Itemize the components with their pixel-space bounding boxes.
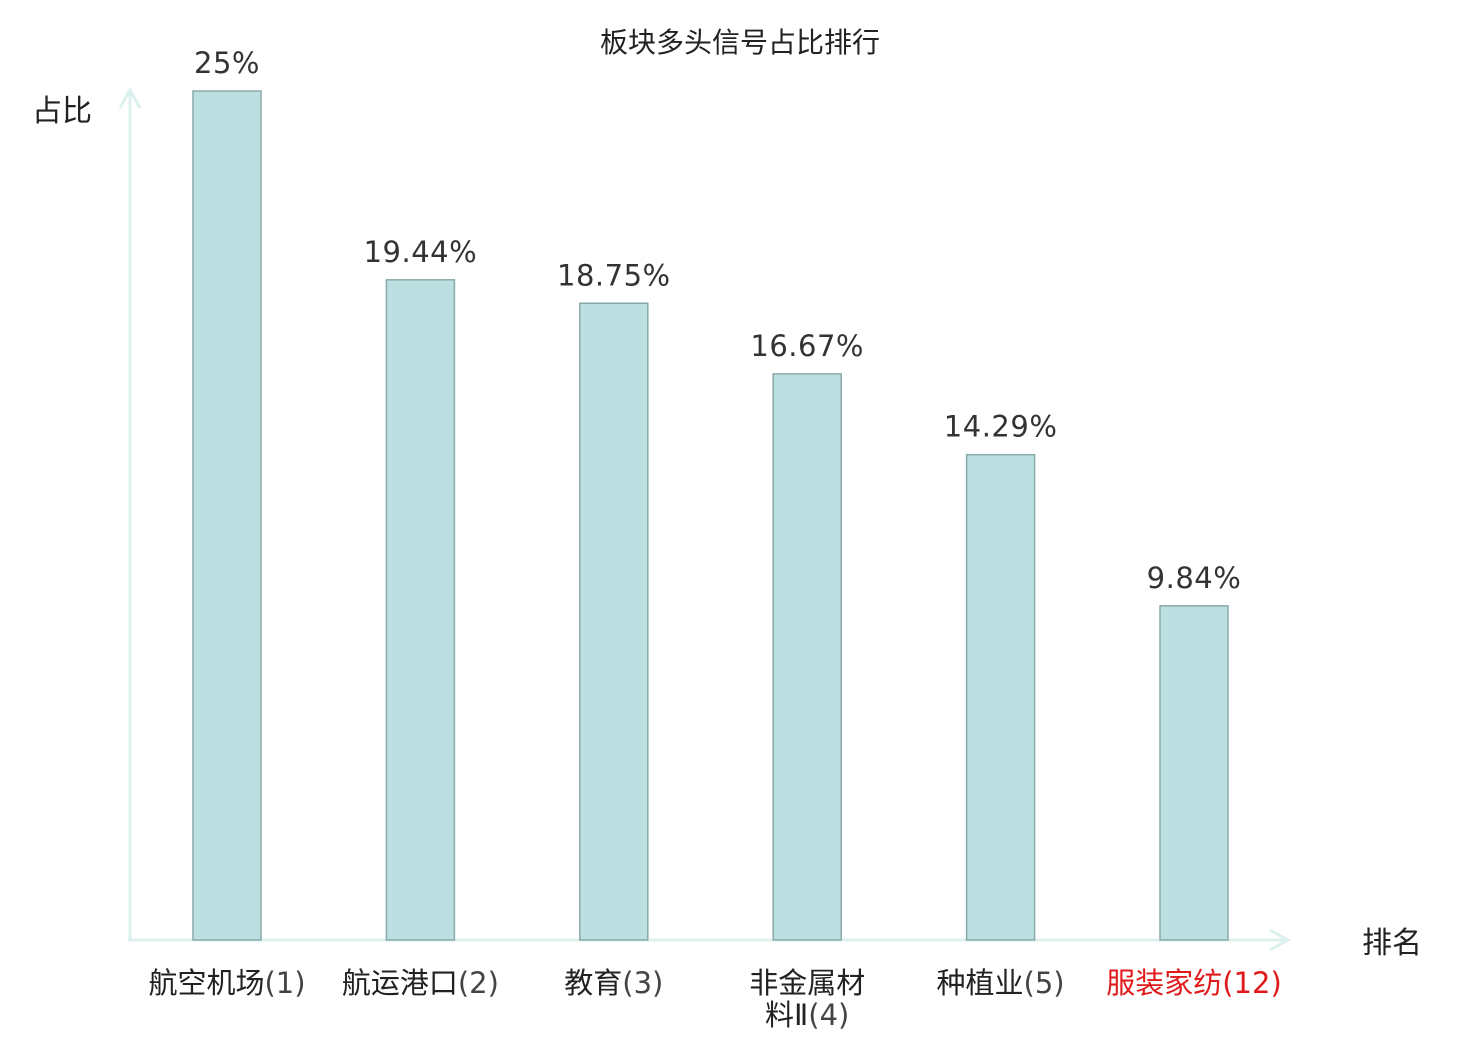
value-label-3: 18.75%	[557, 258, 671, 292]
bar-1	[192, 90, 262, 941]
value-label-5: 14.29%	[944, 410, 1058, 444]
bar-3	[579, 302, 649, 941]
category-label-2: 航运港口(2)	[342, 966, 499, 1000]
category-label-4-line2: 料Ⅱ(4)	[765, 998, 849, 1032]
bar-6	[1159, 605, 1229, 941]
category-label-4-line1: 非金属材	[749, 966, 865, 1000]
bar-4	[772, 373, 842, 941]
category-label-3: 教育(3)	[564, 966, 663, 1000]
chart-title: 板块多头信号占比排行	[600, 26, 880, 59]
y-axis-label: 占比	[32, 94, 92, 129]
value-label-2: 19.44%	[364, 235, 478, 269]
bars-group	[192, 90, 1229, 941]
y-axis-arrow	[118, 86, 142, 109]
category-label-6: 服装家纺(12)	[1106, 966, 1282, 1000]
x-axis-arrow	[1269, 928, 1292, 952]
category-label-1: 航空机场(1)	[148, 966, 305, 1000]
x-axis-label: 排名	[1362, 926, 1422, 961]
category-label-5: 种植业(5)	[937, 966, 1065, 1000]
value-labels-group: 25% 19.44% 18.75% 16.67% 14.29% 9.84%	[194, 46, 1241, 595]
value-label-4: 16.67%	[750, 329, 864, 363]
value-label-1: 25%	[194, 46, 260, 80]
bar-5	[965, 453, 1036, 941]
bar-2	[385, 279, 456, 941]
value-label-6: 9.84%	[1147, 561, 1242, 595]
